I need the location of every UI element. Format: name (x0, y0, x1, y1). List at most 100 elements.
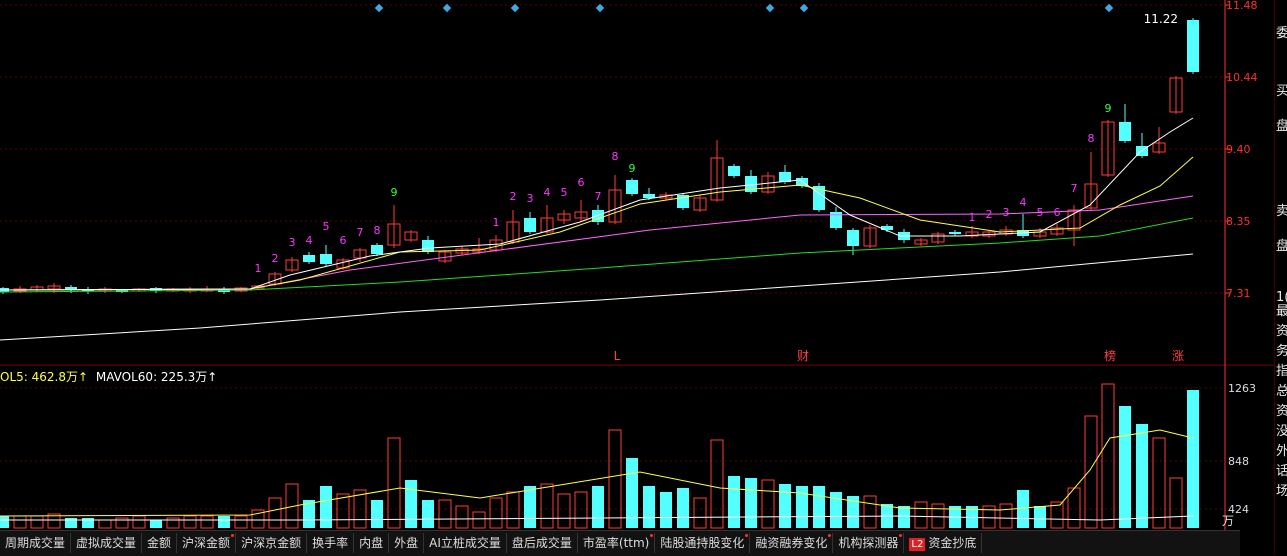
candle-body-down (847, 230, 859, 246)
indicator-tab-9[interactable]: 盘后成交量 (507, 533, 578, 553)
td-count-label: 3 (527, 192, 534, 205)
td-count-label: 2 (510, 190, 517, 203)
candle-body-down (949, 232, 961, 234)
td-count-label: 5 (561, 186, 568, 199)
td-count-label: 3 (1003, 206, 1010, 219)
volume-bar-up (540, 483, 554, 529)
volume-bar-down (82, 518, 94, 528)
volume-bar-down (1136, 424, 1148, 528)
indicator-tab-0[interactable]: 周期成交量 (0, 533, 72, 553)
indicator-tab-12[interactable]: 融资融券变化 (750, 533, 834, 553)
indicator-tab-5[interactable]: 换手率 (307, 533, 355, 553)
indicator-tab-8[interactable]: AI立桩成交量 (424, 533, 507, 553)
volume-bar-up (268, 497, 282, 529)
indicator-tab-label: 资金抄底 (928, 536, 977, 550)
volume-bar-up (1169, 477, 1183, 529)
td-count-label: 6 (578, 176, 585, 189)
new-dot-icon (828, 534, 832, 537)
volume-bar-down (830, 492, 842, 528)
volume-bar-up (455, 505, 469, 529)
indicator-tab-label: 融资融券变化 (755, 536, 828, 550)
candle-body-down (303, 255, 315, 262)
volume-bar-down (677, 488, 689, 528)
indicator-tab-13[interactable]: 机构探测器 (833, 533, 905, 553)
new-dot-icon (650, 534, 654, 537)
candle-body-down (881, 226, 893, 230)
candle-body-up (693, 197, 707, 211)
volume-bar-up (489, 497, 503, 529)
order-book-char: 资 (1276, 404, 1287, 419)
volume-bar-up (999, 503, 1013, 529)
indicator-tab-1[interactable]: 虚拟成交量 (71, 533, 143, 553)
volume-bar-down (626, 458, 638, 528)
candle-body-down (1119, 122, 1131, 141)
td-count-label: 1 (493, 216, 500, 229)
indicator-tab-label: 机构探测器 (838, 536, 899, 550)
volume-bar-up (761, 479, 775, 529)
td-count-label: 9 (1105, 102, 1112, 115)
signal-diamond-icon (595, 3, 605, 13)
candle-body-down (728, 166, 740, 176)
indicator-tab-label: 盘后成交量 (511, 536, 572, 550)
volume-ma5-line (0, 429, 1194, 517)
order-book-char: 卖 (1276, 204, 1287, 219)
volume-bar-down (1119, 406, 1131, 528)
order-book-char: 资 (1276, 324, 1287, 339)
volume-bar-down (405, 480, 417, 528)
event-marker: 财 (797, 349, 809, 363)
volume-bar-up (183, 515, 197, 529)
indicator-tab-label: 外盘 (394, 536, 419, 550)
indicator-tab-4[interactable]: 沪深京金额 (236, 533, 308, 553)
price-tick-label: 7.31 (1226, 287, 1251, 300)
candle-body-up (965, 231, 979, 237)
indicator-tab-7[interactable]: 外盘 (389, 533, 425, 553)
indicator-tab-10[interactable]: 市盈率(ttm) (578, 533, 656, 553)
order-book-char: 买 (1276, 84, 1287, 99)
volume-bar-up (1084, 415, 1098, 529)
volume-bar-up (914, 501, 928, 529)
volume-unit: 万 (1222, 514, 1235, 528)
volume-bar-up (693, 497, 707, 529)
td-count-label: 4 (306, 234, 313, 247)
price-tick-label: 10.44 (1226, 71, 1258, 84)
indicator-tab-14[interactable]: L2 资金抄底 (904, 533, 983, 553)
volume-bar-up (863, 495, 877, 529)
candle-body-down (422, 240, 434, 252)
volume-bar-up (234, 515, 248, 529)
candle-body-down (643, 194, 655, 198)
candle-body-down (1187, 20, 1199, 72)
volume-bar-up (251, 509, 265, 529)
indicator-tab-3[interactable]: 沪深金额 (177, 533, 237, 553)
candle-body-down (524, 218, 536, 232)
price-tick-label: 9.40 (1226, 143, 1251, 156)
volume-header: OL5: 462.8万↑ MAVOL60: 225.3万↑ (0, 368, 217, 385)
indicator-tab-label: 内盘 (359, 536, 384, 550)
candle-body-up (1050, 227, 1064, 235)
indicator-tab-label: 市盈率(ttm) (582, 536, 650, 550)
td-count-label: 8 (374, 224, 381, 237)
order-book-char: 外 (1276, 444, 1287, 459)
td-count-label: 7 (1071, 182, 1078, 195)
candle-body-up (914, 239, 928, 245)
candle-body-up (574, 211, 588, 219)
indicator-tab-2[interactable]: 金额 (142, 533, 178, 553)
indicator-tab-6[interactable]: 内盘 (354, 533, 390, 553)
volume-bar-up (574, 491, 588, 529)
volume-ma60-line (0, 515, 1194, 521)
volume-bar-down (1034, 506, 1046, 528)
candle-body-down (779, 172, 791, 182)
volume-bar-down (643, 486, 655, 528)
indicator-tab-label: 陆股通持股变化 (660, 536, 745, 550)
candle-body-up (47, 285, 61, 290)
price-tick-label: 8.35 (1226, 215, 1251, 228)
order-book-char: 1( (1276, 290, 1287, 305)
event-marker: 涨 (1172, 348, 1184, 363)
indicator-tab-11[interactable]: 陆股通持股变化 (655, 533, 751, 553)
candle-body-up (540, 217, 554, 233)
volume-bar-up (98, 519, 112, 529)
order-book-char: 委 (1276, 26, 1287, 41)
candle-body-down (813, 186, 825, 210)
td-count-label: 2 (272, 252, 279, 265)
volume-bar-down (422, 500, 434, 528)
